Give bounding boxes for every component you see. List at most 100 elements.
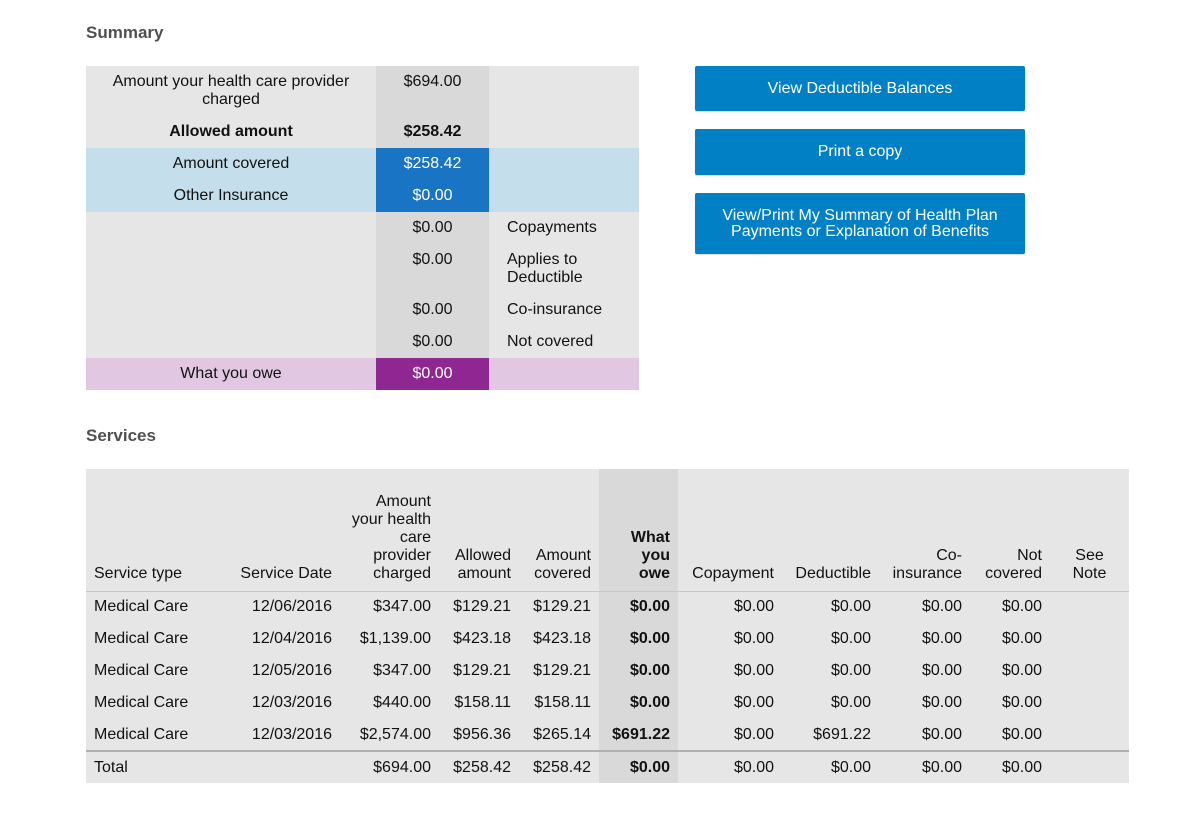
- header-amount-covered: Amount covered: [534, 546, 591, 582]
- header-coinsurance: Co-insurance: [892, 546, 962, 582]
- view-deductible-balances-button[interactable]: View Deductible Balances: [695, 66, 1025, 111]
- cell-coinsurance: $0.00: [921, 725, 962, 743]
- cell-deductible: $0.00: [830, 662, 871, 679]
- table-row: Medical Care 12/03/2016 $2,574.00 $956.3…: [86, 719, 1129, 751]
- summary-row-provider-charged: Amount your health care provider charged…: [86, 66, 639, 116]
- cell-service-date: 12/03/2016: [251, 725, 332, 743]
- owe-label: What you owe: [86, 358, 376, 390]
- cell-service-date: 12/05/2016: [251, 662, 332, 679]
- header-not-covered: Not covered: [985, 546, 1042, 582]
- total-copayment: $0.00: [678, 750, 782, 783]
- view-print-eob-button[interactable]: View/Print My Summary of Health Plan Pay…: [695, 193, 1025, 254]
- table-row: Medical Care 12/05/2016 $347.00 $129.21 …: [86, 655, 1129, 687]
- header-copayment: Copayment: [692, 564, 774, 582]
- total-deductible: $0.00: [782, 750, 879, 783]
- total-label: Total: [86, 750, 231, 783]
- total-amount-covered: $258.42: [519, 750, 599, 783]
- summary-row-not-covered: $0.00 Not covered: [86, 326, 639, 358]
- cell-see-note: [1050, 591, 1129, 623]
- summary-row-copayments: $0.00 Copayments: [86, 212, 639, 244]
- cell-see-note: [1050, 623, 1129, 655]
- cell-see-note: [1050, 719, 1129, 751]
- cell-what-you-owe: $0.00: [599, 655, 678, 687]
- cell-service-type: Medical Care: [94, 630, 189, 647]
- cell-deductible: $0.00: [830, 598, 871, 616]
- cell-provider-charged: $2,574.00: [359, 725, 431, 743]
- total-row: Total $694.00 $258.42 $258.42 $0.00 $0.0…: [86, 750, 1129, 783]
- print-copy-button[interactable]: Print a copy: [695, 129, 1025, 175]
- summary-table: Amount your health care provider charged…: [86, 66, 639, 390]
- copayments-desc: Copayments: [489, 212, 639, 244]
- coinsurance-label: [86, 294, 376, 326]
- cell-copayment: $0.00: [733, 662, 774, 679]
- cell-deductible: $0.00: [830, 630, 871, 647]
- header-service-date: Service Date: [240, 564, 332, 582]
- cell-service-date: 12/04/2016: [251, 630, 332, 647]
- not-covered-label: [86, 326, 376, 358]
- cell-what-you-owe: $0.00: [599, 623, 678, 655]
- covered-desc: [489, 148, 639, 180]
- allowed-label: Allowed amount: [86, 116, 376, 148]
- table-row: Medical Care 12/03/2016 $440.00 $158.11 …: [86, 687, 1129, 719]
- cell-service-type: Medical Care: [94, 694, 189, 711]
- cell-provider-charged: $347.00: [373, 598, 431, 616]
- provider-charged-label: Amount your health care provider charged: [86, 66, 376, 116]
- cell-service-type: Medical Care: [94, 662, 189, 679]
- coinsurance-value: $0.00: [376, 294, 489, 326]
- cell-amount-covered: $423.18: [533, 630, 591, 647]
- cell-copayment: $0.00: [733, 630, 774, 647]
- table-row: Medical Care 12/04/2016 $1,139.00 $423.1…: [86, 623, 1129, 655]
- cell-see-note: [1050, 687, 1129, 719]
- cell-copayment: $0.00: [733, 598, 774, 616]
- header-service-type: Service type: [94, 564, 183, 582]
- cell-service-type: Medical Care: [94, 725, 189, 743]
- cell-copayment: $0.00: [733, 694, 774, 711]
- cell-allowed-amount: $423.18: [453, 630, 511, 647]
- allowed-desc: [489, 116, 639, 148]
- table-row: Medical Care 12/06/2016 $347.00 $129.21 …: [86, 591, 1129, 623]
- cell-see-note: [1050, 655, 1129, 687]
- cell-amount-covered: $129.21: [533, 598, 591, 616]
- total-coinsurance: $0.00: [879, 750, 970, 783]
- cell-deductible: $0.00: [830, 694, 871, 711]
- header-see-note: See Note: [1072, 546, 1107, 582]
- cell-not-covered: $0.00: [1001, 598, 1042, 616]
- total-service-date: [231, 750, 340, 783]
- total-not-covered: $0.00: [970, 750, 1050, 783]
- header-provider-charged: Amount your health care provider charged: [351, 492, 431, 582]
- cell-provider-charged: $347.00: [373, 662, 431, 679]
- deductible-value: $0.00: [376, 244, 489, 294]
- cell-allowed-amount: $956.36: [453, 725, 511, 743]
- cell-amount-covered: $158.11: [534, 694, 591, 711]
- copayments-value: $0.00: [376, 212, 489, 244]
- deductible-desc: Applies to Deductible: [489, 244, 639, 294]
- cell-service-date: 12/03/2016: [251, 694, 332, 711]
- not-covered-value: $0.00: [376, 326, 489, 358]
- deductible-label: [86, 244, 376, 294]
- cell-coinsurance: $0.00: [921, 662, 962, 679]
- cell-allowed-amount: $129.21: [453, 662, 511, 679]
- owe-value: $0.00: [376, 358, 489, 390]
- cell-amount-covered: $265.14: [533, 725, 591, 743]
- total-what-you-owe: $0.00: [599, 750, 678, 783]
- cell-what-you-owe: $0.00: [599, 687, 678, 719]
- other-insurance-label: Other Insurance: [86, 180, 376, 212]
- cell-coinsurance: $0.00: [921, 630, 962, 647]
- cell-not-covered: $0.00: [1001, 694, 1042, 711]
- cell-service-date: 12/06/2016: [251, 598, 332, 616]
- cell-not-covered: $0.00: [1001, 725, 1042, 743]
- cell-deductible: $691.22: [813, 725, 871, 743]
- other-insurance-value: $0.00: [376, 180, 489, 212]
- services-header-row: Service type Service Date Amount your he…: [86, 469, 1129, 591]
- cell-allowed-amount: $129.21: [453, 598, 511, 616]
- summary-row-other-insurance: Other Insurance $0.00: [86, 180, 639, 212]
- cell-provider-charged: $1,139.00: [359, 630, 431, 647]
- cell-allowed-amount: $158.11: [454, 694, 511, 711]
- summary-row-owe: What you owe $0.00: [86, 358, 639, 390]
- total-allowed-amount: $258.42: [439, 750, 519, 783]
- summary-row-deductible: $0.00 Applies to Deductible: [86, 244, 639, 294]
- covered-label: Amount covered: [86, 148, 376, 180]
- summary-title: Summary: [86, 23, 164, 42]
- cell-not-covered: $0.00: [1001, 662, 1042, 679]
- services-title: Services: [86, 426, 156, 445]
